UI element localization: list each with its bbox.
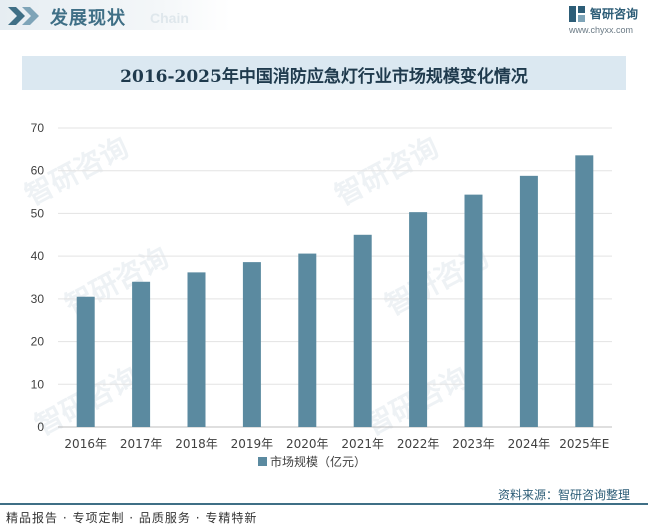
footer-divider — [0, 503, 648, 505]
bar — [575, 155, 594, 427]
x-tick-label: 2022年 — [397, 437, 440, 451]
x-tick-label: 2018年 — [175, 437, 218, 451]
section-subtitle: Chain — [150, 10, 189, 26]
brand-logo-icon — [569, 6, 585, 22]
header-bar: 发展现状 Chain 智研咨询 www.chyxx.com — [0, 0, 648, 36]
x-tick-label: 2019年 — [231, 437, 274, 451]
footer-services: 精品报告 · 专项定制 · 品质服务 · 专精特新 — [6, 511, 258, 525]
x-tick-label: 2017年 — [120, 437, 163, 451]
chart-title-band — [22, 56, 626, 90]
y-tick-label: 50 — [31, 206, 45, 220]
x-tick-label: 2025年E — [559, 437, 609, 451]
bar — [353, 234, 372, 427]
header-band — [0, 0, 230, 30]
chart-title: 2016-2025年中国消防应急灯行业市场规模变化情况 — [120, 67, 528, 87]
bar — [187, 272, 206, 427]
x-tick-label: 2021年 — [341, 437, 384, 451]
bar — [242, 262, 261, 427]
y-tick-label: 30 — [31, 292, 45, 306]
bar — [298, 253, 317, 427]
y-tick-label: 70 — [31, 121, 45, 135]
legend-swatch — [258, 457, 267, 466]
brand-name: 智研咨询 — [590, 7, 639, 21]
section-title: 发展现状 — [50, 8, 126, 29]
bar — [464, 194, 483, 427]
x-tick-label: 2024年 — [508, 437, 551, 451]
y-tick-label: 60 — [31, 164, 45, 178]
bar — [409, 212, 428, 427]
bar — [519, 175, 538, 427]
y-tick-label: 20 — [31, 335, 45, 349]
double-chevron-icon — [8, 7, 39, 25]
x-tick-label: 2023年 — [452, 437, 495, 451]
bar — [132, 281, 151, 427]
bar — [76, 296, 95, 427]
y-tick-label: 0 — [37, 420, 44, 434]
y-tick-label: 40 — [31, 249, 45, 263]
bar-chart: 0 10 20 30 40 50 60 70 2016年 2017年 2018年 2019年 2020年… — [31, 121, 612, 469]
y-tick-label: 10 — [31, 377, 45, 391]
x-tick-label: 2020年 — [286, 437, 329, 451]
source-note: 资料来源：智研咨询整理 — [498, 488, 631, 502]
legend-label: 市场规模（亿元） — [270, 454, 366, 469]
x-tick-label: 2016年 — [64, 437, 107, 451]
brand-url: www.chyxx.com — [569, 25, 634, 35]
